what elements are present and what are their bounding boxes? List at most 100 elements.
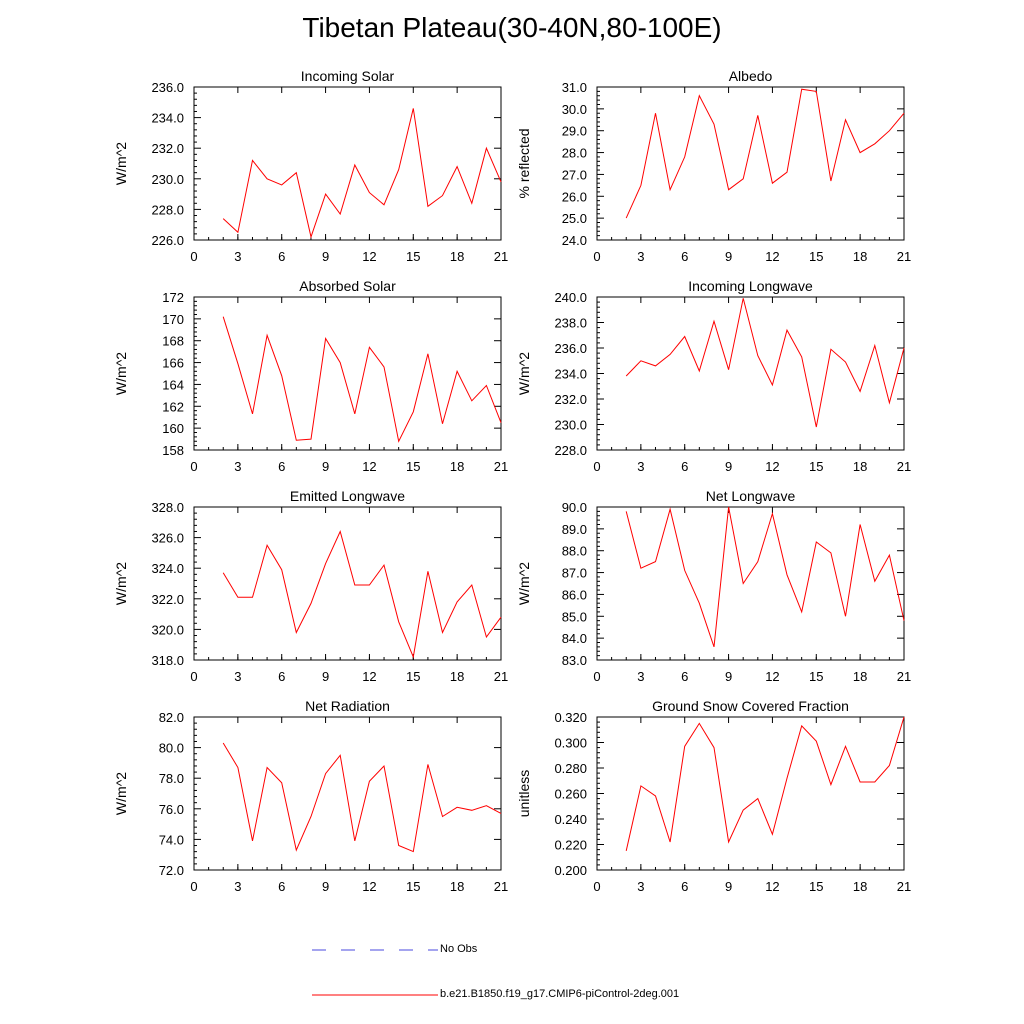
series-line: [222, 530, 502, 659]
y-tick-label: 234.0: [151, 111, 184, 126]
x-tick-label: 0: [190, 249, 197, 264]
x-tick-label: 15: [406, 669, 420, 684]
y-tick-label: 74.0: [159, 832, 184, 847]
y-axis-label: W/m^2: [113, 352, 129, 395]
x-tick-label: 12: [362, 459, 376, 474]
series-line: [222, 742, 502, 853]
x-tick-label: 0: [190, 459, 197, 474]
x-tick-label: 18: [450, 459, 464, 474]
y-tick-label: 24.0: [562, 233, 587, 248]
x-tick-label: 0: [593, 879, 600, 894]
y-tick-label: 89.0: [562, 522, 587, 537]
y-tick-label: 30.0: [562, 102, 587, 117]
x-tick-label: 9: [725, 459, 732, 474]
figure-title: Tibetan Plateau(30-40N,80-100E): [302, 12, 722, 43]
y-tick-label: 72.0: [159, 863, 184, 878]
x-tick-label: 21: [494, 879, 508, 894]
chart-panel-7: Net Radiation W/m^2 0 3 6 9 12 15 18 21 72.0 74.0 76…: [113, 698, 508, 894]
x-tick-label: 6: [278, 249, 285, 264]
y-tick-label: 320.0: [151, 622, 184, 637]
panel-title: Net Radiation: [305, 698, 390, 714]
y-tick-label: 230.0: [554, 418, 587, 433]
y-tick-label: 168: [162, 334, 184, 349]
legend-model-label: b.e21.B1850.f19_g17.CMIP6-piControl-2deg…: [440, 988, 680, 1000]
x-tick-label: 21: [897, 879, 911, 894]
legend-model-line: [312, 994, 438, 996]
x-tick-label: 0: [593, 459, 600, 474]
x-tick-label: 18: [450, 669, 464, 684]
y-tick-label: 318.0: [151, 653, 184, 668]
x-tick-label: 9: [322, 459, 329, 474]
series-line: [222, 108, 502, 239]
y-axis-label: W/m^2: [113, 562, 129, 605]
y-tick-label: 166: [162, 356, 184, 371]
x-tick-label: 15: [809, 459, 823, 474]
plot-frame: [193, 86, 502, 241]
plot-frame: [193, 716, 502, 871]
chart-panel-2: Albedo % reflected 0 3 6 9 12 15 18 21 24.0 25.0 26.…: [516, 68, 911, 264]
x-tick-label: 6: [681, 669, 688, 684]
y-tick-label: 172: [162, 290, 184, 305]
series-line: [222, 316, 502, 443]
x-tick-label: 9: [322, 879, 329, 894]
y-axis-label: % reflected: [516, 128, 532, 198]
x-tick-label: 21: [897, 459, 911, 474]
x-tick-label: 3: [637, 249, 644, 264]
y-tick-label: 0.260: [554, 787, 587, 802]
y-tick-label: 160: [162, 421, 184, 436]
y-tick-label: 232.0: [554, 392, 587, 407]
series-line: [625, 298, 905, 428]
y-tick-label: 240.0: [554, 290, 587, 305]
x-tick-label: 15: [406, 459, 420, 474]
y-tick-label: 28.0: [562, 146, 587, 161]
x-tick-label: 21: [494, 249, 508, 264]
y-tick-label: 0.320: [554, 710, 587, 725]
x-tick-label: 15: [406, 249, 420, 264]
y-tick-label: 31.0: [562, 80, 587, 95]
x-tick-label: 3: [234, 249, 241, 264]
x-tick-label: 21: [897, 249, 911, 264]
y-tick-label: 0.280: [554, 761, 587, 776]
chart-panel-3: Absorbed Solar W/m^2 0 3 6 9 12 15 18 21 158 160 162…: [113, 278, 508, 474]
y-tick-label: 80.0: [159, 741, 184, 756]
y-tick-label: 322.0: [151, 592, 184, 607]
y-tick-label: 162: [162, 399, 184, 414]
y-tick-label: 324.0: [151, 561, 184, 576]
x-tick-label: 15: [809, 879, 823, 894]
y-tick-label: 87.0: [562, 566, 587, 581]
x-tick-label: 12: [765, 879, 779, 894]
y-axis-label: W/m^2: [516, 562, 532, 605]
x-tick-label: 6: [278, 459, 285, 474]
x-tick-label: 0: [593, 249, 600, 264]
y-tick-label: 170: [162, 312, 184, 327]
y-tick-label: 236.0: [151, 80, 184, 95]
y-axis-label: W/m^2: [516, 352, 532, 395]
y-tick-label: 0.200: [554, 863, 587, 878]
x-tick-label: 6: [681, 249, 688, 264]
x-tick-label: 0: [190, 879, 197, 894]
y-tick-label: 0.240: [554, 812, 587, 827]
chart-panel-6: Net Longwave W/m^2 0 3 6 9 12 15 18 21 83.0 84.0 85.…: [516, 488, 911, 684]
chart-panel-1: Incoming Solar W/m^2 0 3 6 9 12 15 18 21 226.0 228.…: [113, 68, 508, 264]
y-tick-label: 85.0: [562, 609, 587, 624]
x-tick-label: 12: [765, 669, 779, 684]
y-axis-label: unitless: [516, 770, 532, 817]
chart-panel-4: Incoming Longwave W/m^2 0 3 6 9 12 15 18 21 228.0 2…: [516, 278, 911, 474]
x-tick-label: 12: [765, 249, 779, 264]
y-tick-label: 232.0: [151, 141, 184, 156]
y-tick-label: 234.0: [554, 367, 587, 382]
x-tick-label: 6: [278, 669, 285, 684]
y-tick-label: 26.0: [562, 189, 587, 204]
x-tick-label: 3: [637, 459, 644, 474]
y-tick-label: 82.0: [159, 710, 184, 725]
x-tick-label: 18: [853, 459, 867, 474]
y-tick-label: 78.0: [159, 771, 184, 786]
plot-frame: [596, 86, 905, 241]
plot-frame: [596, 506, 905, 661]
panel-title: Incoming Solar: [301, 68, 395, 84]
x-tick-label: 12: [362, 249, 376, 264]
x-tick-label: 12: [362, 669, 376, 684]
y-axis-label: W/m^2: [113, 142, 129, 185]
y-tick-label: 29.0: [562, 124, 587, 139]
x-tick-label: 9: [725, 249, 732, 264]
